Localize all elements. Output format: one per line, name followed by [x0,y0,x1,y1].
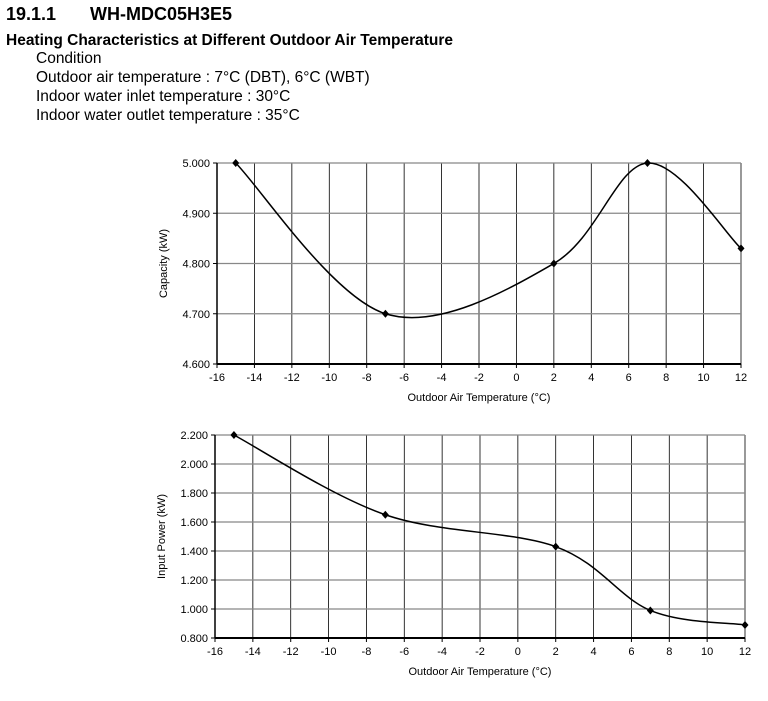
x-tick-label: 2 [551,372,557,384]
data-point-marker [741,620,749,629]
x-tick-label: 0 [513,372,519,384]
x-tick-label: 2 [553,646,559,658]
x-tick-label: 4 [588,372,594,384]
condition-outdoor-temp: Outdoor air temperature : 7°C (DBT), 6°C… [36,69,370,86]
x-tick-label: 8 [666,646,672,658]
y-axis-title: Input Power (kW) [156,494,168,579]
series-line [233,434,746,626]
data-point-marker [381,309,389,318]
data-point-marker [737,244,745,253]
x-tick-label: -16 [209,372,225,384]
model-title: WH-MDC05H3E5 [90,4,233,24]
data-point-marker [550,259,558,268]
section-heading: Heating Characteristics at Different Out… [6,32,454,49]
x-tick-label: -14 [246,372,262,384]
chart-1: -16 -14 -12 -10 -8 -6 -4 -2 0 2 4 6 8 10 12 4.600 4.700 4… [158,158,747,404]
data-point-marker [552,542,560,551]
chart-2: -16 -14 -12 -10 -8 -6 -4 -2 0 2 4 6 8 10 12 0.800 1.000 1… [156,430,751,678]
y-tick-label: 1.800 [180,488,208,500]
y-tick-label: 1.000 [180,604,208,616]
x-tick-label: 10 [697,372,709,384]
x-tick-label: 6 [628,646,634,658]
condition-inlet-temp: Indoor water inlet temperature : 30°C [36,88,291,105]
x-tick-label: -10 [321,646,337,658]
y-tick-label: 1.200 [180,575,208,587]
y-tick-label: 4.800 [182,259,210,271]
y-tick-label: 1.400 [180,546,208,558]
y-tick-label: 2.000 [180,459,208,471]
series-line [235,162,742,319]
x-tick-label: -4 [437,372,447,384]
data-point-marker [232,159,240,167]
x-tick-label: 12 [735,372,747,384]
y-tick-label: 4.900 [182,208,210,220]
x-tick-label: 6 [626,372,632,384]
x-tick-label: -6 [399,646,409,658]
x-tick-label: -4 [437,646,447,658]
y-tick-label: 2.200 [180,430,208,442]
data-point-marker [646,606,654,615]
x-tick-label: -12 [283,646,299,658]
x-tick-label: 8 [663,372,669,384]
x-tick-label: -6 [399,372,409,384]
x-tick-label: 4 [591,646,597,658]
section-number: 19.1.1 [6,4,57,24]
data-point-marker [381,510,389,519]
x-tick-label: 12 [739,646,751,658]
x-tick-label: -12 [284,372,300,384]
x-tick-label: -8 [362,372,372,384]
y-tick-label: 5.000 [182,158,210,170]
y-tick-label: 1.600 [180,517,208,529]
x-tick-label: -16 [207,646,223,658]
y-tick-label: 4.600 [182,359,210,371]
condition-outlet-temp: Indoor water outlet temperature : 35°C [36,107,300,124]
x-tick-label: 0 [515,646,521,658]
y-axis-title: Capacity (kW) [158,229,170,298]
x-tick-label: -2 [474,372,484,384]
data-point-marker [230,431,238,439]
y-tick-label: 0.800 [180,633,208,645]
x-tick-label: -14 [245,646,261,658]
x-tick-label: -2 [475,646,485,658]
x-tick-label: 10 [701,646,713,658]
x-tick-label: -8 [362,646,372,658]
x-axis-title: Outdoor Air Temperature (°C) [409,666,552,678]
condition-label: Condition [36,50,102,67]
x-axis-title: Outdoor Air Temperature (°C) [408,392,551,404]
data-point-marker [643,159,651,167]
x-tick-label: -10 [321,372,337,384]
y-tick-label: 4.700 [182,309,210,321]
